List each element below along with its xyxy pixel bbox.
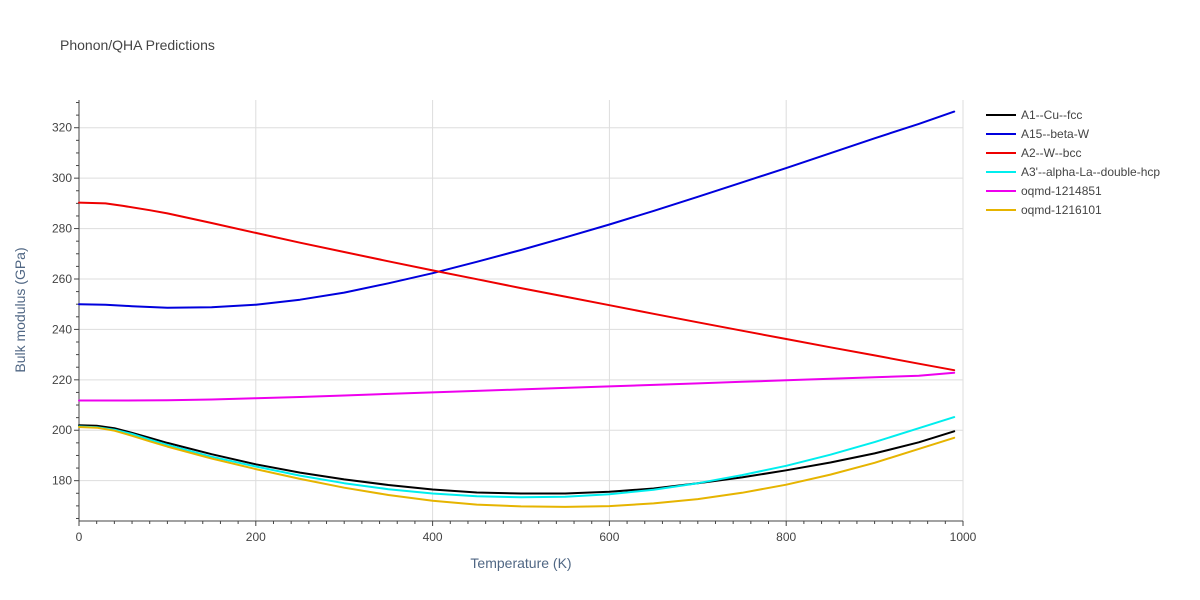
legend-item[interactable]: oqmd-1214851 <box>986 184 1102 198</box>
series-line-5 <box>78 426 956 508</box>
plot-area <box>78 110 956 508</box>
legend-label: A15--beta-W <box>1021 127 1090 141</box>
x-axis-title: Temperature (K) <box>470 555 571 571</box>
legend-label: oqmd-1214851 <box>1021 184 1102 198</box>
grid <box>79 100 964 521</box>
x-tick-label: 800 <box>776 530 796 544</box>
legend-item[interactable]: A15--beta-W <box>986 127 1090 141</box>
legend-label: oqmd-1216101 <box>1021 203 1102 217</box>
y-tick-label: 280 <box>52 222 72 236</box>
legend-label: A2--W--bcc <box>1021 146 1081 160</box>
x-tick-label: 400 <box>423 530 443 544</box>
axes <box>74 100 964 526</box>
y-tick-label: 180 <box>52 474 72 488</box>
y-tick-label: 320 <box>52 121 72 135</box>
series-line-2 <box>78 201 956 372</box>
x-tick-label: 0 <box>76 530 83 544</box>
series-line-4 <box>78 371 956 402</box>
tick-labels: 0 200 400 600 800 1000 180 200 220 240 260 280 300 32… <box>52 121 977 544</box>
legend[interactable]: A1--Cu--fcc A15--beta-W A2--W--bcc A3'--alp… <box>986 108 1160 217</box>
legend-label: A3'--alpha-La--double-hcp <box>1021 165 1160 179</box>
y-tick-label: 300 <box>52 171 72 185</box>
y-tick-label: 260 <box>52 272 72 286</box>
y-tick-label: 240 <box>52 322 72 336</box>
x-tick-label: 1000 <box>950 530 977 544</box>
x-tick-label: 200 <box>246 530 266 544</box>
y-tick-label: 200 <box>52 423 72 437</box>
series-line-0 <box>78 424 956 495</box>
legend-item[interactable]: A1--Cu--fcc <box>986 108 1082 122</box>
chart-title: Phonon/QHA Predictions <box>60 37 215 53</box>
legend-item[interactable]: A2--W--bcc <box>986 146 1081 160</box>
series-line-3 <box>78 416 956 499</box>
legend-item[interactable]: A3'--alpha-La--double-hcp <box>986 165 1160 179</box>
legend-label: A1--Cu--fcc <box>1021 108 1082 122</box>
legend-item[interactable]: oqmd-1216101 <box>986 203 1102 217</box>
x-tick-label: 600 <box>599 530 619 544</box>
y-tick-label: 220 <box>52 373 72 387</box>
y-axis-title: Bulk modulus (GPa) <box>12 247 28 372</box>
series-line-1 <box>78 110 956 309</box>
